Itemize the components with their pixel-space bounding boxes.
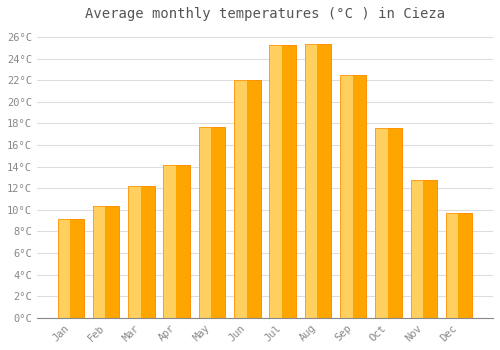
Bar — [93, 205, 106, 318]
Bar — [234, 80, 260, 318]
Bar — [304, 43, 331, 318]
Bar — [93, 205, 120, 318]
Bar — [410, 180, 437, 318]
Bar — [164, 164, 190, 318]
Bar — [128, 186, 154, 318]
Bar — [70, 218, 80, 318]
Bar — [270, 45, 282, 318]
Bar — [410, 180, 424, 318]
Bar — [128, 186, 154, 318]
Bar — [58, 218, 84, 318]
Bar — [106, 205, 114, 318]
Bar — [375, 128, 402, 318]
Bar — [176, 164, 186, 318]
Bar — [164, 164, 190, 318]
Bar — [93, 205, 120, 318]
Bar — [282, 45, 291, 318]
Bar — [128, 186, 141, 318]
Bar — [58, 218, 71, 318]
Bar — [164, 164, 176, 318]
Bar — [352, 75, 362, 318]
Bar — [304, 43, 318, 318]
Bar — [198, 127, 225, 318]
Title: Average monthly temperatures (°C ) in Cieza: Average monthly temperatures (°C ) in Ci… — [85, 7, 445, 21]
Bar — [388, 128, 397, 318]
Bar — [304, 43, 331, 318]
Bar — [198, 127, 212, 318]
Bar — [234, 80, 247, 318]
Bar — [270, 45, 296, 318]
Bar — [446, 213, 459, 318]
Bar — [446, 213, 472, 318]
Bar — [198, 127, 225, 318]
Bar — [234, 80, 260, 318]
Bar — [212, 127, 220, 318]
Bar — [140, 186, 150, 318]
Bar — [410, 180, 437, 318]
Bar — [340, 75, 353, 318]
Bar — [317, 43, 326, 318]
Bar — [340, 75, 366, 318]
Bar — [375, 128, 402, 318]
Bar — [340, 75, 366, 318]
Bar — [246, 80, 256, 318]
Bar — [458, 213, 468, 318]
Bar — [423, 180, 432, 318]
Bar — [446, 213, 472, 318]
Bar — [375, 128, 388, 318]
Bar — [58, 218, 84, 318]
Bar — [270, 45, 296, 318]
